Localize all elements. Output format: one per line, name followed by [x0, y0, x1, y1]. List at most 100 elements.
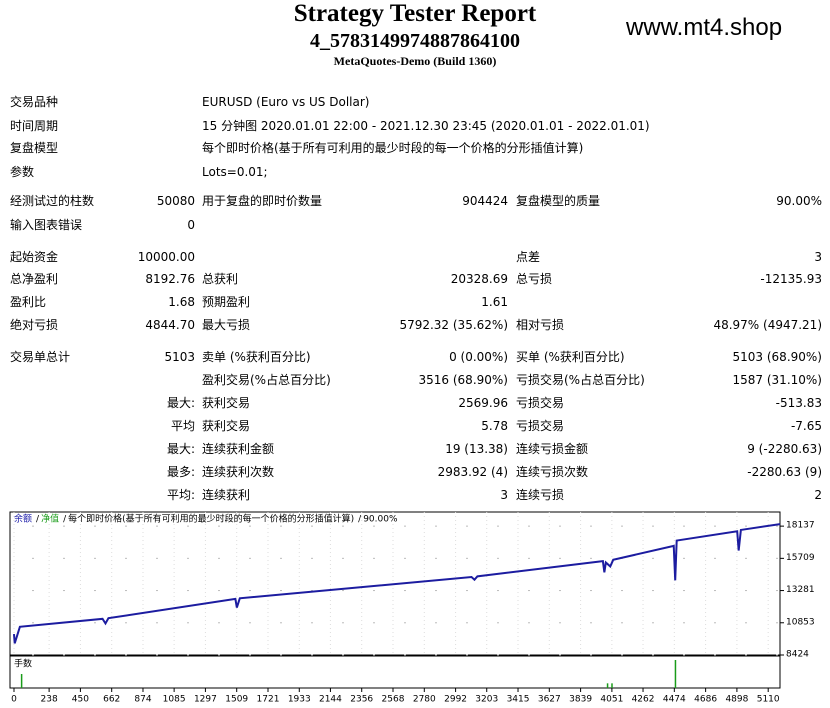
x-tick-label: 238: [41, 695, 58, 705]
stat-label: 连续亏损次数: [516, 465, 589, 479]
stat-label: 亏损交易: [516, 419, 565, 433]
info-label: 复盘模型: [10, 141, 59, 155]
x-tick-label: 3839: [569, 695, 592, 705]
legend-item: 每个即时价格(基于所有可利用的最少时段的每一个价格的分形插值计算): [68, 513, 354, 525]
legend-item: 净值: [41, 513, 59, 525]
stat-value: 2569.96: [458, 396, 508, 410]
x-tick-label: 2568: [382, 695, 405, 705]
equity-line: [12, 523, 781, 644]
stat-value: 5792.32 (35.62%): [399, 318, 508, 332]
stat-label: 连续获利次数: [202, 465, 275, 479]
volume-bar: [606, 683, 609, 688]
info-label: 参数: [10, 165, 35, 179]
stat-value: 904424: [462, 194, 508, 208]
stat-label: 复盘模型的质量: [516, 194, 601, 208]
stat-value: 1.68: [168, 295, 195, 309]
x-tick-label: 450: [72, 695, 89, 705]
info-value: Lots=0.01;: [202, 165, 268, 179]
stat-label: 经测试过的柱数: [10, 194, 95, 208]
y-tick-label: 15709: [786, 553, 815, 563]
stat-value: -7.65: [790, 419, 822, 433]
stat-value: 19 (13.38): [445, 442, 508, 456]
volume-bar: [611, 683, 613, 688]
stat-value: 90.00%: [776, 194, 822, 208]
stat-value: 3: [814, 250, 822, 264]
stat-value: 50080: [156, 194, 195, 208]
stat-value: 2: [814, 488, 822, 502]
stat-label: 交易单总计: [10, 350, 71, 364]
legend-separator: /: [36, 515, 40, 525]
stat-label: 获利交易: [202, 419, 251, 433]
stat-label: 起始资金: [10, 250, 59, 264]
stat-label: 绝对亏损: [10, 318, 59, 332]
stat-value: 3: [500, 488, 508, 502]
volume-bar: [20, 674, 23, 688]
x-tick-label: 1721: [257, 695, 280, 705]
stat-label: 预期盈利: [202, 295, 251, 309]
stat-label: 输入图表错误: [10, 218, 83, 232]
stat-value: 最大:: [166, 442, 195, 456]
x-tick-label: 4898: [725, 695, 748, 705]
stat-label: 亏损交易(%占总百分比): [516, 373, 645, 387]
stat-value: 8192.76: [145, 272, 195, 286]
stat-value: 9 (-2280.63): [747, 442, 822, 456]
stat-value: -513.83: [775, 396, 822, 410]
stat-value: 最大:: [166, 396, 195, 410]
volume-label: 手数: [14, 658, 32, 670]
stat-value: 5103: [164, 350, 195, 364]
y-tick-label: 13281: [786, 585, 815, 595]
stat-value: -12135.93: [760, 272, 822, 286]
stat-value: -2280.63 (9): [747, 465, 822, 479]
stat-label: 卖单 (%获利百分比): [202, 350, 311, 364]
stat-value: 4844.70: [145, 318, 195, 332]
stat-label: 亏损交易: [516, 396, 565, 410]
stat-value: 10000.00: [137, 250, 195, 264]
legend-item: 90.00%: [363, 515, 398, 525]
stat-value: 2983.92 (4): [437, 465, 508, 479]
build: MetaQuotes-Demo (Build 1360): [333, 54, 497, 68]
x-tick-label: 2356: [350, 695, 373, 705]
x-tick-label: 874: [134, 695, 151, 705]
stat-label: 用于复盘的即时价数量: [202, 194, 323, 208]
x-tick-label: 4686: [694, 695, 717, 705]
x-tick-label: 4262: [632, 695, 655, 705]
legend-separator: /: [358, 515, 362, 525]
watermark: www.mt4.shop: [626, 14, 783, 41]
info-label: 交易品种: [10, 95, 59, 109]
x-tick-label: 3203: [475, 695, 498, 705]
stat-value: 3516 (68.90%): [418, 373, 508, 387]
x-tick-label: 2992: [444, 695, 467, 705]
stat-value: 平均: [170, 419, 195, 433]
legend-separator: /: [63, 515, 67, 525]
x-tick-label: 2780: [413, 695, 436, 705]
y-tick-label: 8424: [786, 650, 809, 660]
x-tick-label: 662: [103, 695, 120, 705]
x-tick-label: 1297: [194, 695, 217, 705]
stat-value: 0: [187, 218, 195, 232]
stat-value: 0 (0.00%): [449, 350, 508, 364]
title: Strategy Tester Report: [293, 0, 537, 27]
stat-value: 1587 (31.10%): [732, 373, 822, 387]
x-tick-label: 3627: [538, 695, 561, 705]
info-label: 时间周期: [10, 119, 59, 133]
stat-label: 连续亏损金额: [516, 442, 589, 456]
x-tick-label: 3415: [507, 695, 530, 705]
stat-label: 获利交易: [202, 396, 251, 410]
stat-value: 5103 (68.90%): [732, 350, 822, 364]
stat-value: 1.61: [481, 295, 508, 309]
stat-label: 相对亏损: [516, 318, 565, 332]
stat-label: 总获利: [202, 272, 239, 286]
subtitle: 4_5783149974887864100: [310, 30, 520, 52]
x-tick-label: 1509: [225, 695, 248, 705]
stat-label: 买单 (%获利百分比): [516, 350, 625, 364]
info-value: 15 分钟图 2020.01.01 22:00 - 2021.12.30 23:…: [202, 119, 650, 133]
stat-label: 最大亏损: [202, 318, 251, 332]
stat-value: 5.78: [481, 419, 508, 433]
stat-value: 最多:: [166, 465, 195, 479]
legend-item: 余额: [14, 513, 32, 525]
x-tick-label: 1933: [288, 695, 311, 705]
x-tick-label: 5110: [757, 695, 780, 705]
x-tick-label: 4474: [663, 695, 686, 705]
